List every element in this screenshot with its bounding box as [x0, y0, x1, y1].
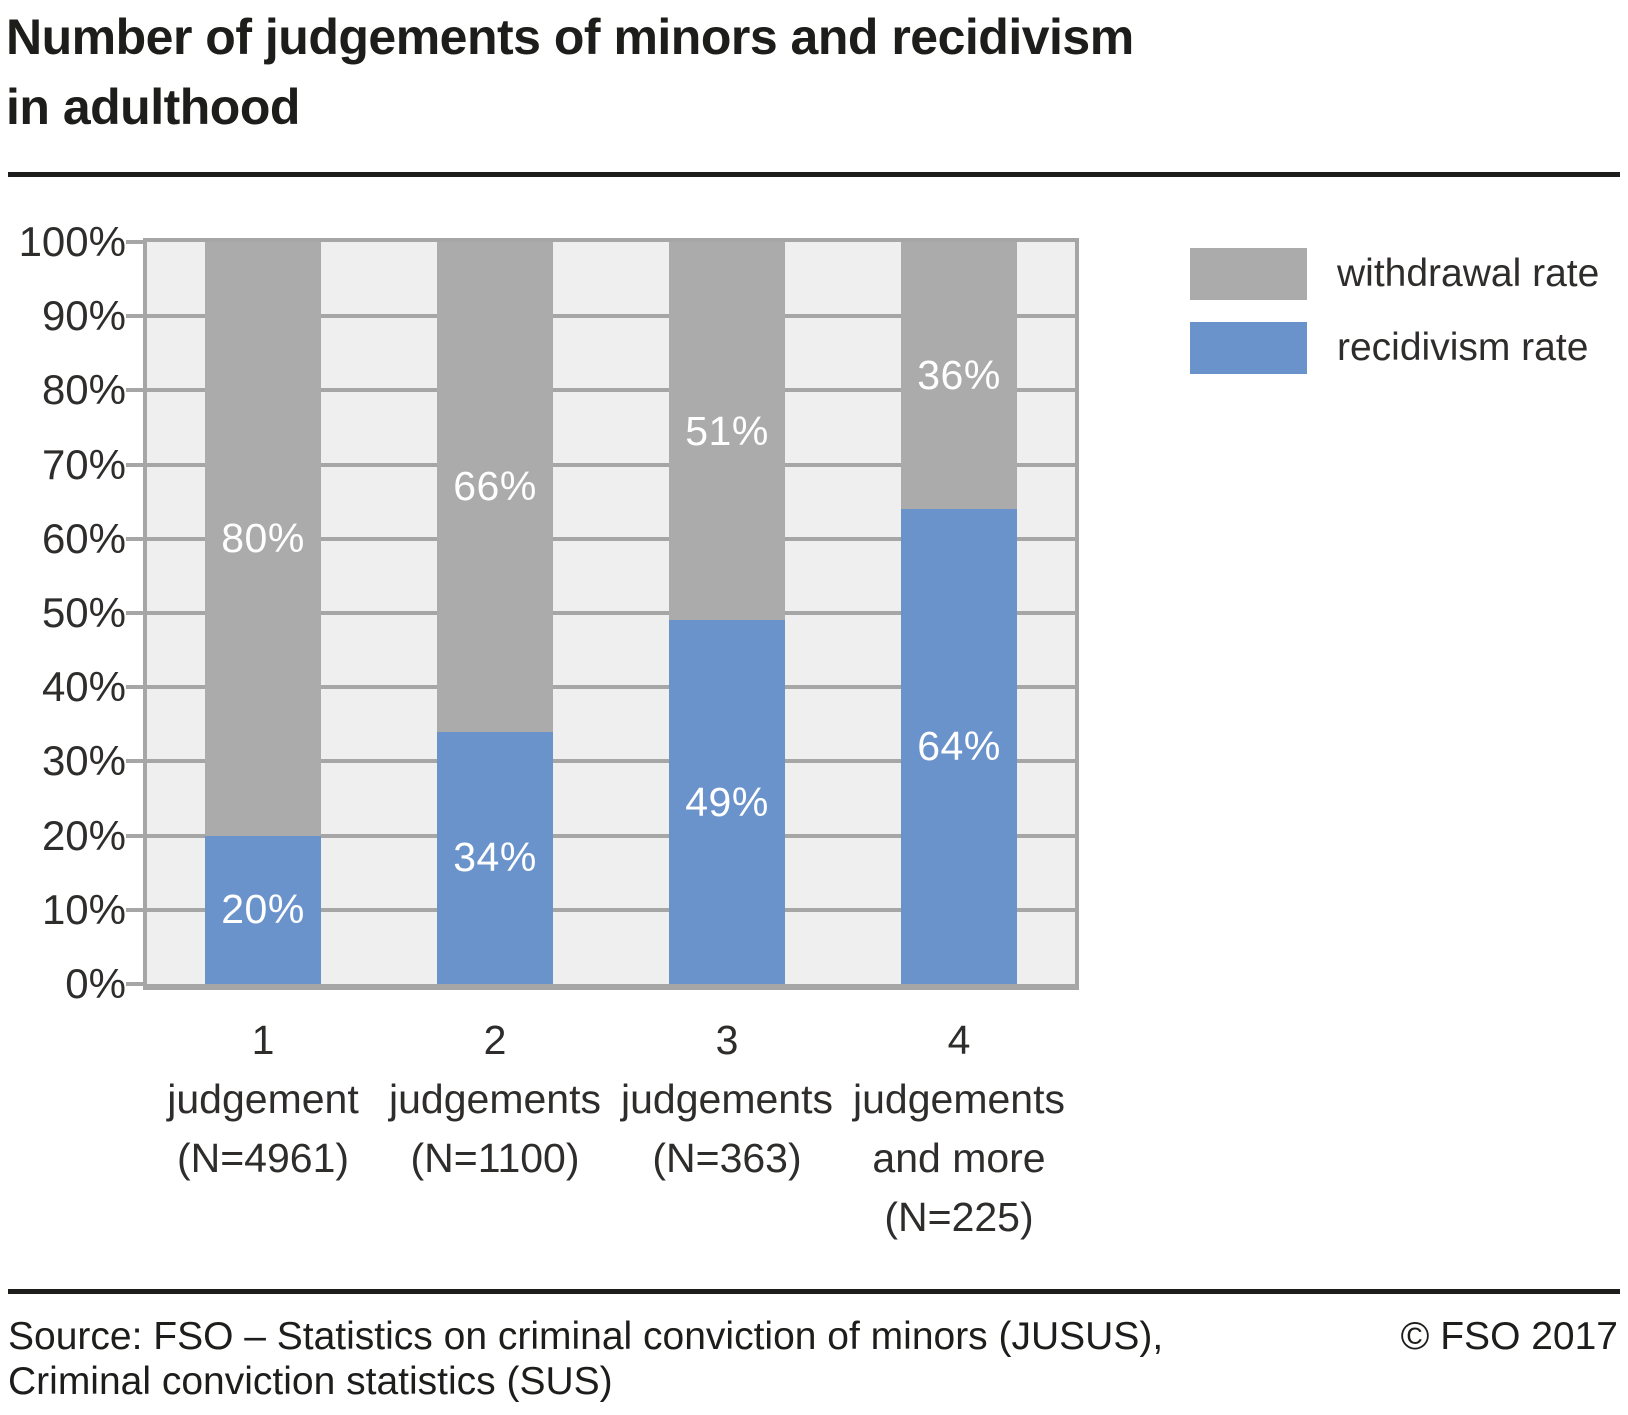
- x-category-2-line-3: (N=1100): [410, 1135, 580, 1181]
- source-note-line2: Criminal conviction statistics (SUS): [8, 1360, 613, 1403]
- source-note: Source: FSO – Statistics on criminal con…: [8, 1314, 1163, 1404]
- footer-divider-rule: [8, 1289, 1620, 1294]
- bar-1-segment-withdrawal-rate: 80%: [205, 242, 321, 836]
- bar-2-label-withdrawal-rate: 66%: [453, 463, 537, 510]
- chart-title: Number of judgements of minors and recid…: [6, 2, 1134, 142]
- x-category-3-line-3: (N=363): [652, 1135, 802, 1181]
- y-tick-80: [126, 388, 143, 393]
- stacked-bar-1: 80% 20%: [205, 242, 321, 984]
- gridline-60: [147, 536, 1075, 541]
- y-tick-10: [126, 907, 143, 912]
- bar-2-segment-recidivism-rate: 34%: [437, 731, 553, 984]
- x-category-4-line-3: and more: [872, 1135, 1046, 1181]
- x-category-1-line-3: (N=4961): [176, 1135, 350, 1181]
- y-tick-40: [126, 685, 143, 690]
- y-tick-label-20: 20%: [41, 811, 126, 859]
- y-tick-50: [126, 611, 143, 615]
- bar-4-label-recidivism-rate: 64%: [917, 723, 1001, 770]
- x-category-4-line-1: 4: [947, 1017, 971, 1063]
- y-tick-label-50: 50%: [41, 589, 126, 636]
- y-tick-label-60: 60%: [41, 514, 126, 562]
- stacked-bar-4: 36% 64%: [901, 242, 1017, 984]
- gridline-50: [147, 611, 1075, 615]
- y-tick-label-10: 10%: [41, 885, 126, 933]
- gridline-20: [147, 833, 1075, 838]
- bar-3-label-recidivism-rate: 49%: [685, 778, 769, 825]
- gridline-90: [147, 314, 1075, 319]
- x-category-2-line-2: judgements: [389, 1076, 601, 1122]
- bar-4-segment-withdrawal-rate: 36%: [901, 242, 1017, 510]
- y-tick-0: [126, 982, 143, 986]
- stacked-bar-3: 51% 49%: [669, 242, 785, 984]
- bar-2-label-recidivism-rate: 34%: [453, 834, 537, 881]
- x-category-1-line-1: 1: [251, 1017, 275, 1063]
- bar-1-label-recidivism-rate: 20%: [221, 886, 305, 933]
- bar-4-label-withdrawal-rate: 36%: [917, 352, 1001, 399]
- x-category-3-line-2: judgements: [621, 1076, 833, 1122]
- bar-1-segment-recidivism-rate: 20%: [205, 835, 321, 984]
- y-tick-100: [126, 240, 143, 244]
- source-note-line1: Source: FSO – Statistics on criminal con…: [8, 1315, 1164, 1358]
- gridline-30: [147, 759, 1075, 764]
- legend-label-withdrawal-rate: withdrawal rate: [1337, 252, 1600, 295]
- stacked-bar-2: 66% 34%: [437, 242, 553, 984]
- y-tick-label-100: 100%: [18, 218, 126, 265]
- bar-4-segment-recidivism-rate: 64%: [901, 509, 1017, 984]
- x-category-4-line-2: judgements: [853, 1076, 1065, 1122]
- y-tick-label-0: 0%: [65, 960, 126, 1007]
- bar-2-segment-withdrawal-rate: 66%: [437, 242, 553, 732]
- gridline-10: [147, 907, 1075, 912]
- title-divider-rule: [8, 172, 1620, 177]
- y-tick-60: [126, 536, 143, 541]
- copyright-note: © FSO 2017: [1400, 1315, 1618, 1358]
- bar-3-label-withdrawal-rate: 51%: [685, 407, 769, 454]
- chart-title-line2: in adulthood: [6, 79, 300, 135]
- legend-item-withdrawal-rate: withdrawal rate: [1190, 248, 1599, 300]
- legend-swatch-recidivism-rate: [1190, 322, 1307, 374]
- y-tick-label-40: 40%: [41, 663, 126, 711]
- y-tick-70: [126, 462, 143, 467]
- chart-title-line1: Number of judgements of minors and recid…: [6, 9, 1134, 65]
- plot-area: 80% 20% 66% 34% 51% 49% 36% 64%: [143, 238, 1079, 990]
- bar-3-segment-withdrawal-rate: 51%: [669, 242, 785, 621]
- y-tick-label-90: 90%: [41, 292, 126, 340]
- y-tick-label-70: 70%: [41, 440, 126, 488]
- x-category-1-line-2: judgement: [167, 1076, 359, 1122]
- gridline-40: [147, 685, 1075, 690]
- y-tick-20: [126, 833, 143, 838]
- x-category-2-line-1: 2: [483, 1017, 507, 1063]
- gridline-80: [147, 388, 1075, 393]
- gridline-70: [147, 462, 1075, 467]
- y-tick-30: [126, 759, 143, 764]
- x-category-3-line-1: 3: [715, 1017, 739, 1063]
- x-category-4-line-4: (N=225): [884, 1194, 1034, 1240]
- legend-item-recidivism-rate: recidivism rate: [1190, 322, 1588, 374]
- y-tick-label-80: 80%: [41, 366, 126, 414]
- bar-3-segment-recidivism-rate: 49%: [669, 620, 785, 984]
- bar-1-label-withdrawal-rate: 80%: [221, 515, 305, 562]
- legend-swatch-withdrawal-rate: [1190, 248, 1307, 300]
- y-tick-90: [126, 314, 143, 319]
- y-tick-label-30: 30%: [41, 737, 126, 785]
- legend-label-recidivism-rate: recidivism rate: [1337, 326, 1589, 369]
